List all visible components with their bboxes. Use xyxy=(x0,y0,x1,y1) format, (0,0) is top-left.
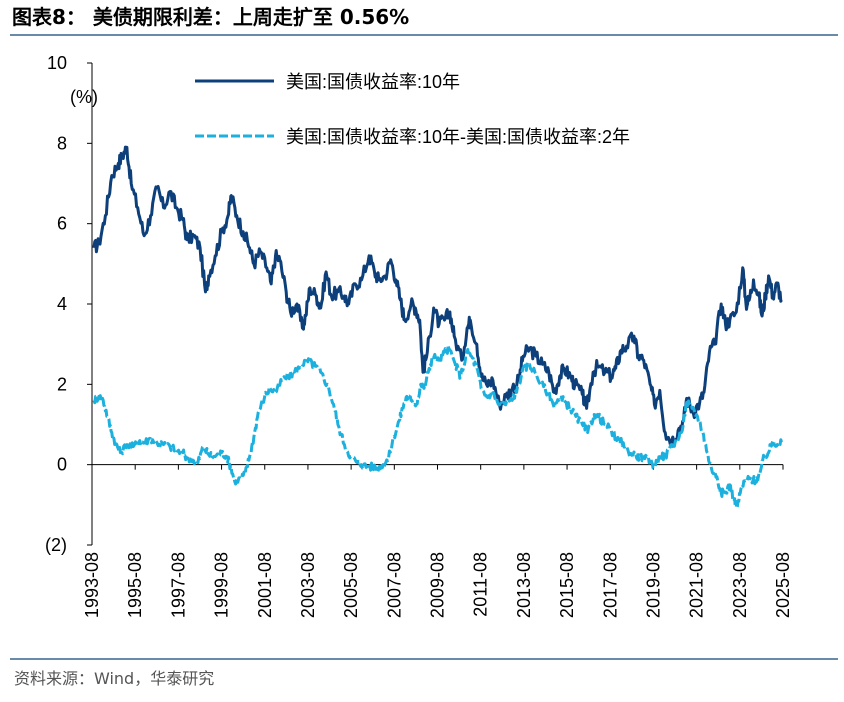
x-tick-label: 1999-08 xyxy=(212,552,232,618)
x-tick-label: 2015-08 xyxy=(557,552,577,618)
x-tick-label: 2001-08 xyxy=(255,552,275,618)
y-tick-label: 4 xyxy=(57,294,67,314)
chart-plot-area xyxy=(92,145,783,510)
figure-title: 图表8： 美债期限利差：上周走扩至 0.56% xyxy=(12,5,410,29)
x-tick-label: 2023-08 xyxy=(730,552,750,618)
series-line-10y-2y-spread xyxy=(92,343,783,510)
x-tick-label: 2017-08 xyxy=(600,552,620,618)
x-tick-label: 1993-08 xyxy=(82,552,102,618)
x-tick-label: 2009-08 xyxy=(428,552,448,618)
source-note: 资料来源：Wind，华泰研究 xyxy=(14,669,215,688)
x-tick-label: 2007-08 xyxy=(384,552,404,618)
y-tick-label: 8 xyxy=(57,133,67,153)
x-tick-label: 1997-08 xyxy=(168,552,188,618)
legend-label-10y-2y-spread: 美国:国债收益率:10年-美国:国债收益率:2年 xyxy=(286,127,630,147)
x-tick-label: 2005-08 xyxy=(341,552,361,618)
x-tick-label: 2013-08 xyxy=(514,552,534,618)
header-divider xyxy=(10,34,838,36)
y-tick-label: 10 xyxy=(47,53,67,73)
x-tick-label: 2019-08 xyxy=(643,552,663,618)
footer-divider xyxy=(10,658,838,660)
x-tick-label: 2025-08 xyxy=(773,552,793,618)
x-tick-label: 2003-08 xyxy=(298,552,318,618)
yield-chart: 10 8 6 4 2 0 (2) (%) 1993-08 1995-08 1997-08 1999-0… xyxy=(45,53,793,618)
series-line-10y-yield xyxy=(92,145,783,447)
y-axis-unit-label: (%) xyxy=(70,87,98,107)
x-tick-label: 1995-08 xyxy=(125,552,145,618)
x-tick-label: 2011-08 xyxy=(471,552,491,617)
chart-axes: 10 8 6 4 2 0 (2) (%) 1993-08 1995-08 1997-08 1999-0… xyxy=(45,53,793,618)
y-tick-label: 6 xyxy=(57,214,67,234)
y-tick-label: 2 xyxy=(57,374,67,394)
legend-label-10y-yield: 美国:国债收益率:10年 xyxy=(286,72,460,92)
y-tick-label: 0 xyxy=(57,455,67,475)
x-tick-label: 2021-08 xyxy=(687,552,707,618)
y-tick-label: (2) xyxy=(45,535,67,555)
